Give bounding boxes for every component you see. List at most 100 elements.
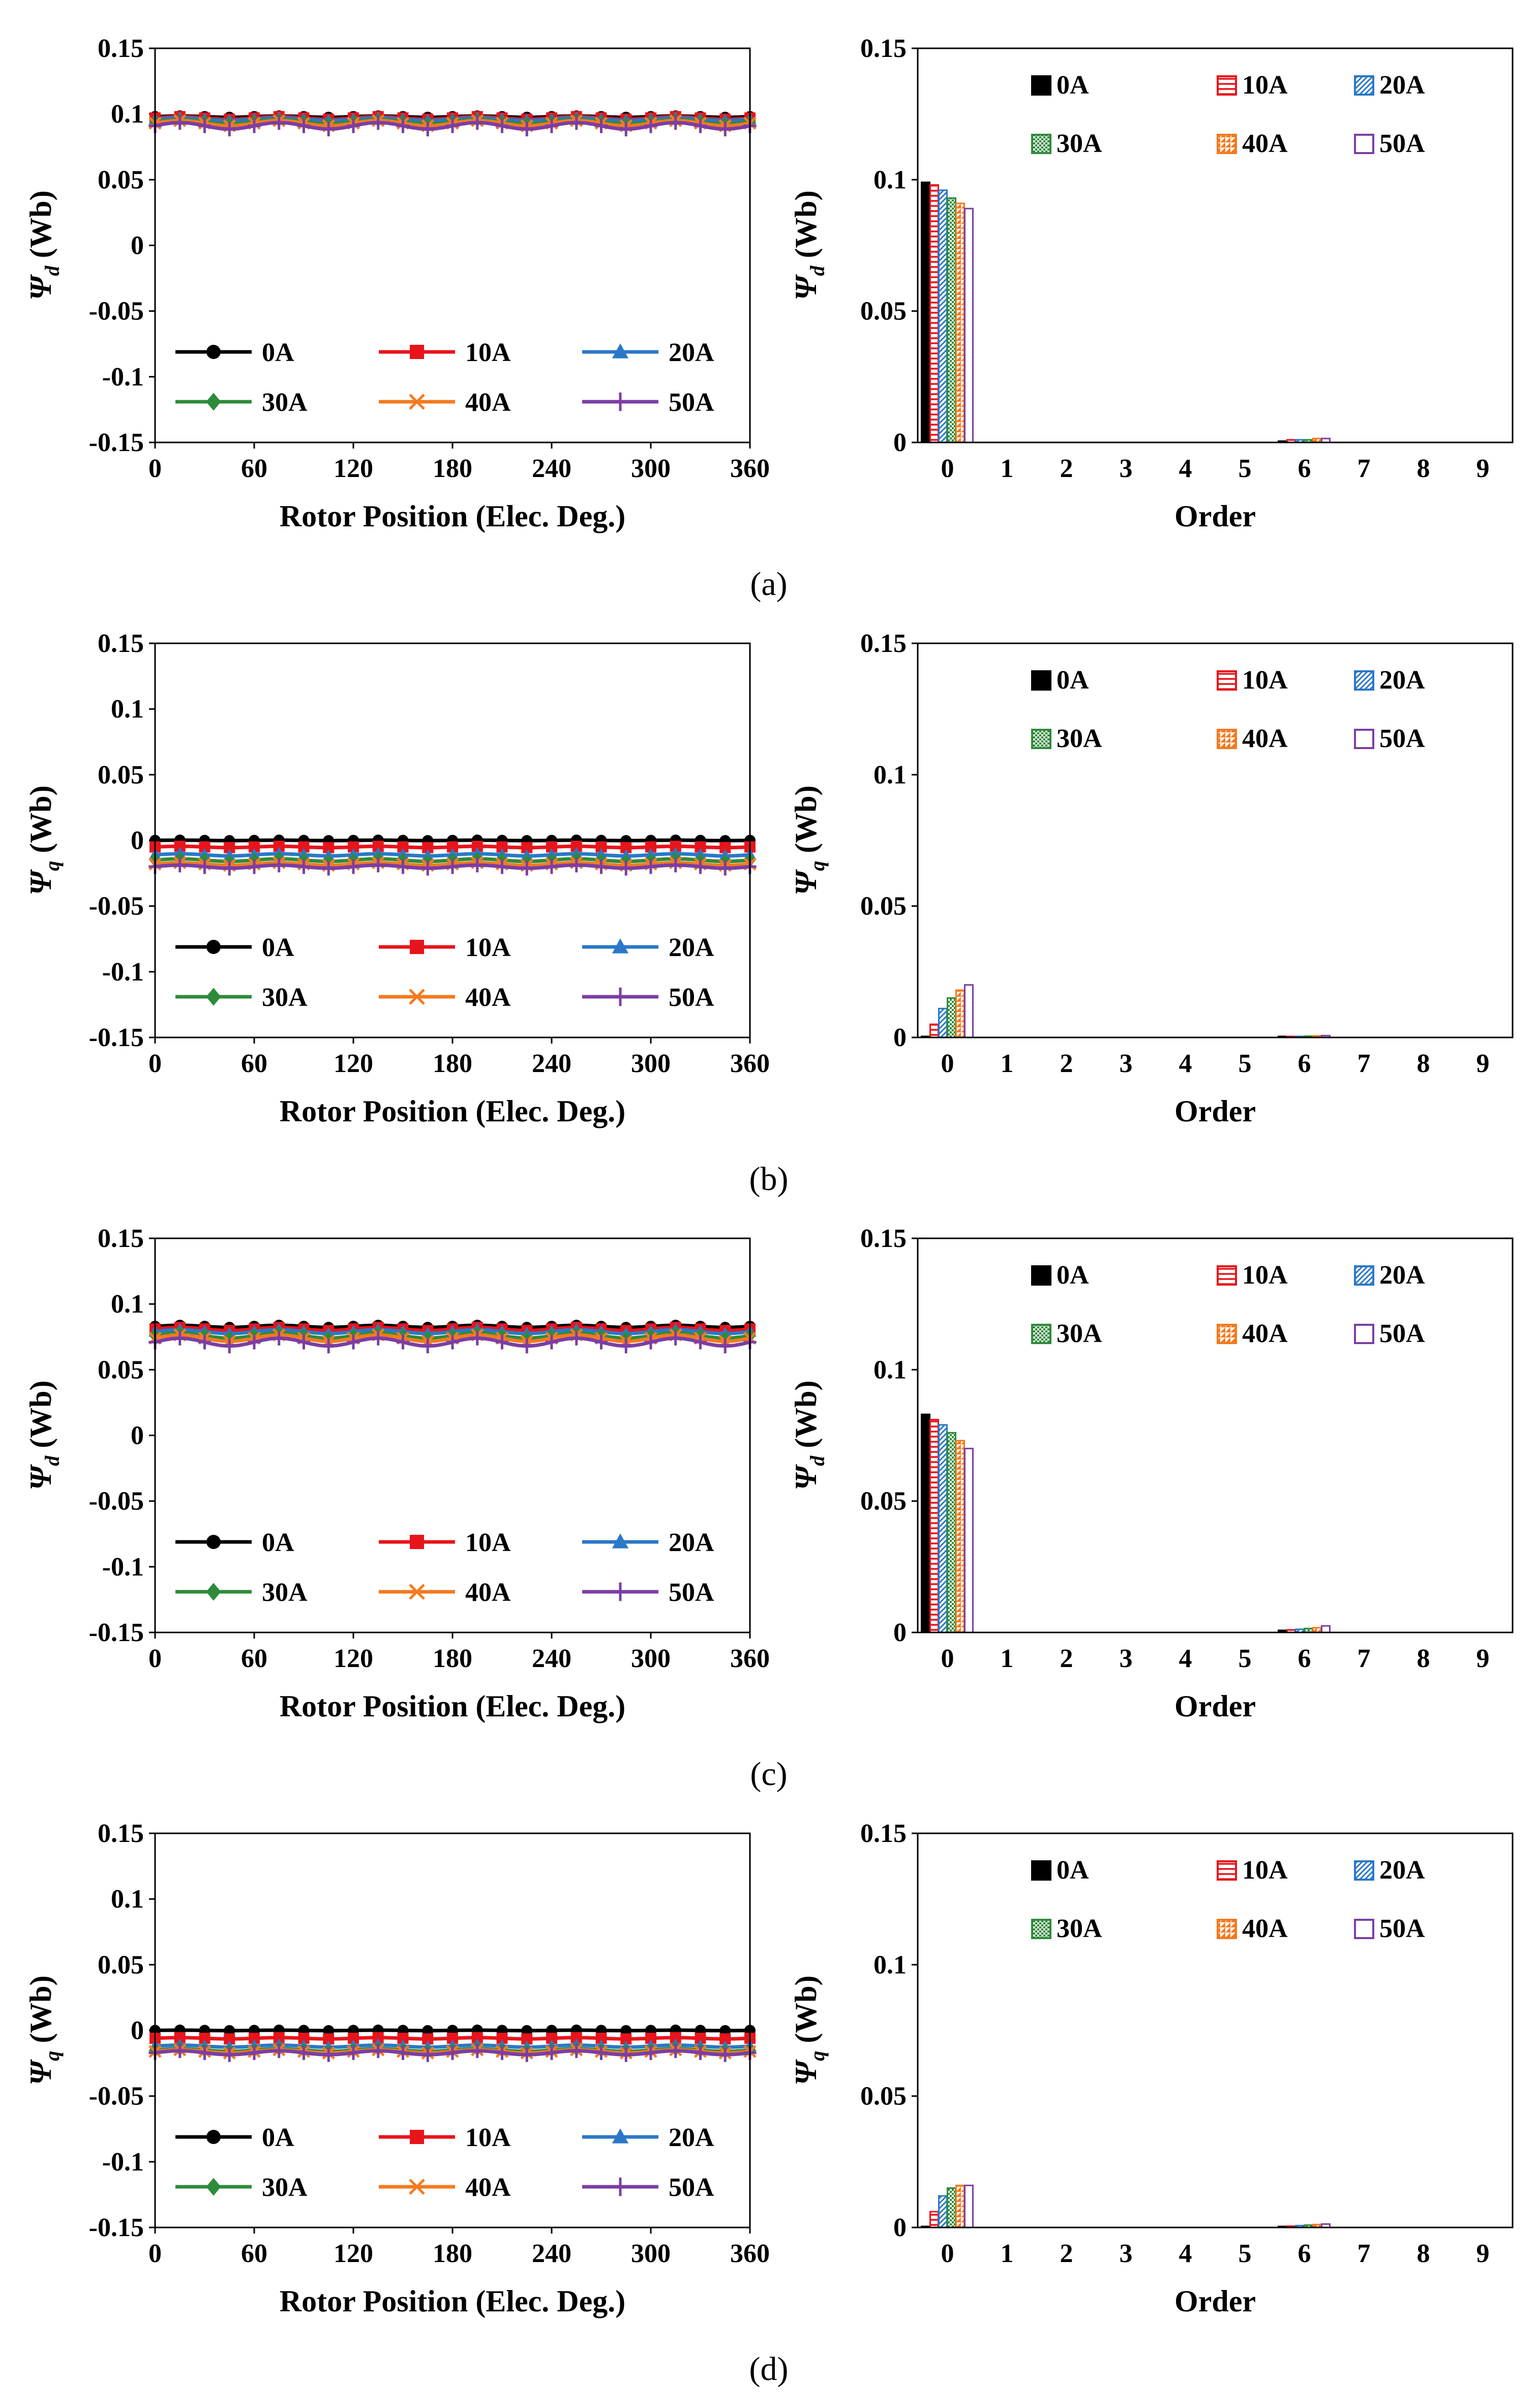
legend-label: 50A bbox=[669, 1578, 714, 1607]
x-tick-label: 3 bbox=[1120, 1644, 1133, 1673]
data-point-50A bbox=[570, 857, 583, 873]
legend-item-10A: 10A bbox=[379, 933, 511, 962]
y-axis-label-subscript: q bbox=[806, 861, 829, 871]
legend-swatch bbox=[1217, 1324, 1237, 1344]
y-tick-label: -0.1 bbox=[102, 2148, 144, 2177]
legend-label: 20A bbox=[669, 2123, 714, 2152]
legend-label: 50A bbox=[1379, 1319, 1425, 1348]
y-tick-label: 0.05 bbox=[98, 1355, 144, 1384]
y-tick-label: 0.15 bbox=[98, 1224, 144, 1253]
legend-item-30A: 30A bbox=[175, 1578, 308, 1607]
x-tick-label: 8 bbox=[1417, 454, 1430, 483]
data-point-50A bbox=[223, 1339, 236, 1354]
bar-20A bbox=[938, 1424, 948, 1633]
x-tick-label: 9 bbox=[1476, 2239, 1490, 2268]
legend-item-30A: 30A bbox=[1031, 1914, 1102, 1943]
y-axis-label-symbol: Ψ bbox=[789, 869, 823, 896]
data-point-50A bbox=[570, 2043, 583, 2058]
y-tick-label: 0.15 bbox=[860, 34, 907, 63]
legend-item-0A: 0A bbox=[175, 338, 294, 367]
legend-label: 40A bbox=[1242, 129, 1288, 158]
x-tick-label: 2 bbox=[1060, 454, 1073, 483]
data-point-10A bbox=[199, 841, 210, 853]
x-tick-label: 4 bbox=[1179, 454, 1192, 483]
data-point-50A bbox=[619, 2047, 632, 2062]
data-point-50A bbox=[372, 1331, 385, 1346]
y-axis-label-unit: (Wb) bbox=[789, 785, 823, 860]
y-tick-label: 0.1 bbox=[111, 1885, 144, 1914]
data-point-50A bbox=[347, 1334, 360, 1350]
legend-item-10A: 10A bbox=[1217, 1856, 1288, 1885]
y-axis-label-unit: (Wb) bbox=[24, 1975, 57, 2050]
y-tick-label: 0 bbox=[131, 826, 144, 855]
data-point-50A bbox=[347, 118, 360, 133]
x-tick-label: 1 bbox=[1001, 1644, 1014, 1673]
bar-10A bbox=[929, 1023, 939, 1038]
x-tick-label: 4 bbox=[1179, 1049, 1192, 1078]
data-point-50A bbox=[693, 1334, 707, 1350]
y-tick-label: 0.05 bbox=[860, 297, 907, 326]
plot-frame bbox=[154, 1237, 751, 1633]
legend-label: 0A bbox=[262, 933, 294, 962]
y-axis-label-unit: (Wb) bbox=[24, 1380, 57, 1455]
y-axis-label-symbol: Ψ bbox=[789, 274, 823, 301]
y-tick-label: 0 bbox=[893, 428, 907, 457]
data-point-50A bbox=[594, 859, 608, 874]
y-tick-label: 0.1 bbox=[873, 760, 907, 789]
plot-frame bbox=[917, 642, 1514, 1038]
legend-label: 40A bbox=[1242, 1914, 1288, 1943]
bar-chart: 0.15 0.1 0.05 0 0 1 2 3 4 5 6 7 8 9 0A 10A 20A 30A 40A 50A O… bbox=[789, 629, 1514, 1128]
bar-50A bbox=[964, 207, 974, 443]
x-axis-label: Order bbox=[1174, 499, 1256, 533]
y-tick-label: -0.15 bbox=[89, 1618, 144, 1647]
legend-item-20A: 20A bbox=[1354, 71, 1425, 100]
legend-marker bbox=[612, 392, 629, 411]
x-tick-label: 360 bbox=[730, 1049, 770, 1078]
legend-marker bbox=[612, 2177, 629, 2196]
y-axis-label: Ψq (Wb) bbox=[24, 1975, 64, 2085]
data-point-50A bbox=[372, 2043, 385, 2058]
panel-caption: (d) bbox=[749, 2351, 789, 2388]
data-point-10A bbox=[447, 2033, 458, 2044]
bar-30A bbox=[947, 997, 956, 1038]
legend-marker bbox=[612, 1533, 629, 1549]
y-tick-label: 0.05 bbox=[860, 2082, 907, 2111]
x-tick-label: 7 bbox=[1358, 1049, 1371, 1078]
bar-20A bbox=[938, 2195, 948, 2228]
series-10A bbox=[149, 841, 756, 853]
y-tick-label: 0.1 bbox=[111, 695, 144, 724]
data-point-50A bbox=[248, 859, 261, 874]
legend-swatch bbox=[1354, 1265, 1374, 1286]
y-tick-label: -0.05 bbox=[89, 297, 144, 326]
legend-item-50A: 50A bbox=[582, 2173, 714, 2202]
legend-item-30A: 30A bbox=[1031, 1319, 1102, 1348]
y-tick-label: -0.1 bbox=[102, 363, 144, 392]
data-point-50A bbox=[594, 2045, 608, 2060]
line-chart: 0.150.10.050-0.05-0.1-0.150 60 120 180 240 30… bbox=[24, 1819, 770, 2318]
legend-swatch bbox=[1217, 134, 1237, 154]
legend-label: 30A bbox=[1057, 1914, 1102, 1943]
legend-swatch bbox=[1217, 1265, 1237, 1286]
legend-label: 0A bbox=[262, 2123, 294, 2152]
data-point-50A bbox=[198, 2045, 212, 2060]
bar-20A bbox=[938, 1007, 948, 1038]
y-axis-label: Ψq (Wb) bbox=[789, 785, 829, 895]
legend-label: 30A bbox=[262, 388, 308, 417]
panel-caption: (a) bbox=[750, 566, 787, 603]
bar-40A bbox=[955, 1440, 965, 1633]
series-10A bbox=[149, 2032, 756, 2045]
data-point-10A bbox=[471, 2032, 483, 2043]
data-point-10A bbox=[174, 2032, 186, 2043]
y-axis-label-subscript: d bbox=[41, 1455, 64, 1466]
series-50A bbox=[148, 857, 757, 876]
legend-swatch bbox=[1217, 670, 1237, 691]
data-point-10A bbox=[595, 841, 607, 853]
legend-marker bbox=[612, 1582, 629, 1601]
x-tick-label: 180 bbox=[433, 2239, 472, 2268]
legend-item-20A: 20A bbox=[582, 1528, 714, 1557]
line-chart: 0.150.10.050-0.05-0.1-0.150 60 120 180 240 30… bbox=[24, 1224, 770, 1723]
data-point-50A bbox=[273, 857, 286, 873]
x-tick-label: 6 bbox=[1298, 2239, 1311, 2268]
data-point-10A bbox=[174, 841, 186, 852]
